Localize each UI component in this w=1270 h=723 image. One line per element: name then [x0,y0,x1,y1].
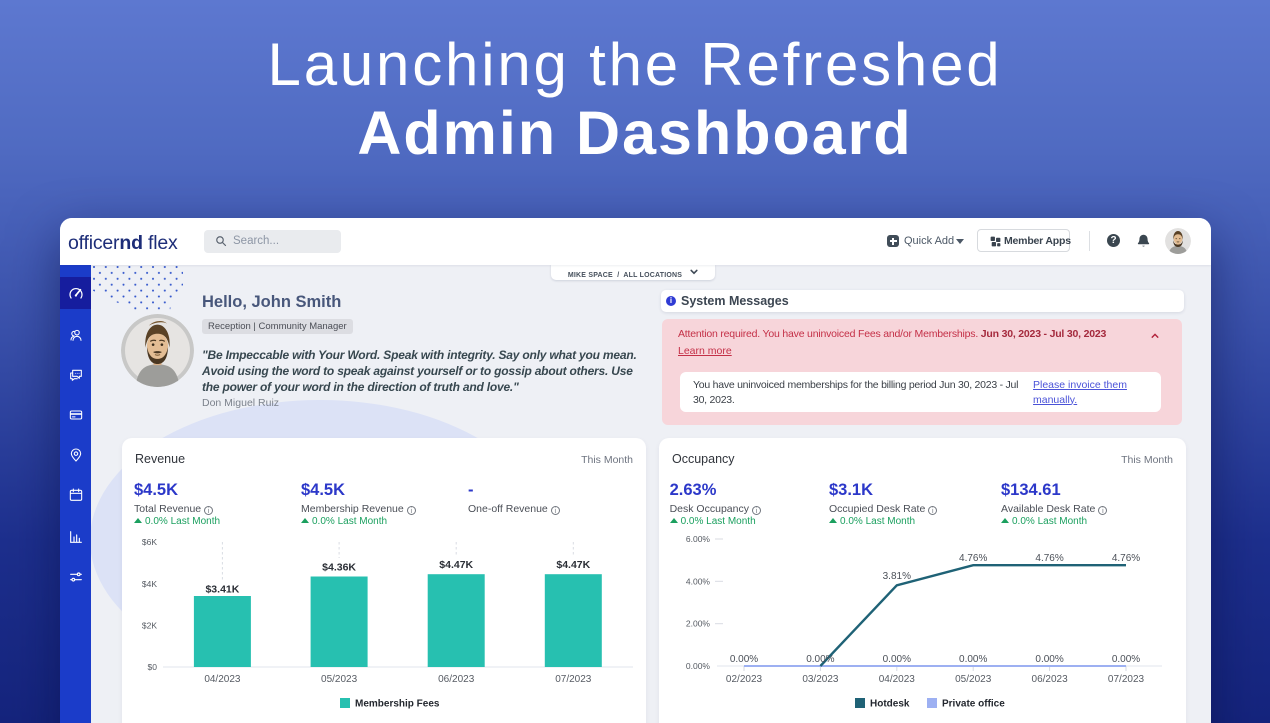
svg-text:03/2023: 03/2023 [802,674,839,685]
svg-text:4.76%: 4.76% [959,553,987,564]
svg-text:06/2023: 06/2023 [438,674,475,685]
svg-text:6.00%: 6.00% [686,534,711,544]
svg-text:04/2023: 04/2023 [204,674,241,685]
svg-text:05/2023: 05/2023 [955,674,992,685]
svg-text:Membership Fees: Membership Fees [355,699,440,710]
svg-text:$4.47K: $4.47K [439,559,473,571]
svg-text:0.00%: 0.00% [730,654,758,665]
svg-text:4.76%: 4.76% [1035,553,1063,564]
svg-text:0.00%: 0.00% [1112,654,1140,665]
svg-text:$4.36K: $4.36K [322,562,356,574]
svg-text:05/2023: 05/2023 [321,674,358,685]
svg-text:3.81%: 3.81% [883,571,911,582]
svg-text:Hotdesk: Hotdesk [870,699,910,710]
svg-text:4.00%: 4.00% [686,576,711,586]
svg-text:0.00%: 0.00% [806,654,834,665]
svg-text:04/2023: 04/2023 [879,674,916,685]
svg-text:0.00%: 0.00% [883,654,911,665]
svg-text:$4.47K: $4.47K [556,559,590,571]
svg-text:0.00%: 0.00% [1035,654,1063,665]
svg-text:06/2023: 06/2023 [1032,674,1069,685]
svg-text:0.00%: 0.00% [959,654,987,665]
svg-text:0.00%: 0.00% [686,661,711,671]
svg-text:02/2023: 02/2023 [726,674,763,685]
svg-text:$4K: $4K [142,579,157,589]
svg-text:4.76%: 4.76% [1112,553,1140,564]
svg-text:Private office: Private office [942,699,1005,710]
svg-text:2.00%: 2.00% [686,619,711,629]
svg-text:$3.41K: $3.41K [205,584,239,596]
svg-text:07/2023: 07/2023 [555,674,592,685]
svg-text:$0: $0 [148,662,158,672]
svg-text:07/2023: 07/2023 [1108,674,1145,685]
svg-text:$2K: $2K [142,621,157,631]
svg-text:$6K: $6K [142,537,157,547]
